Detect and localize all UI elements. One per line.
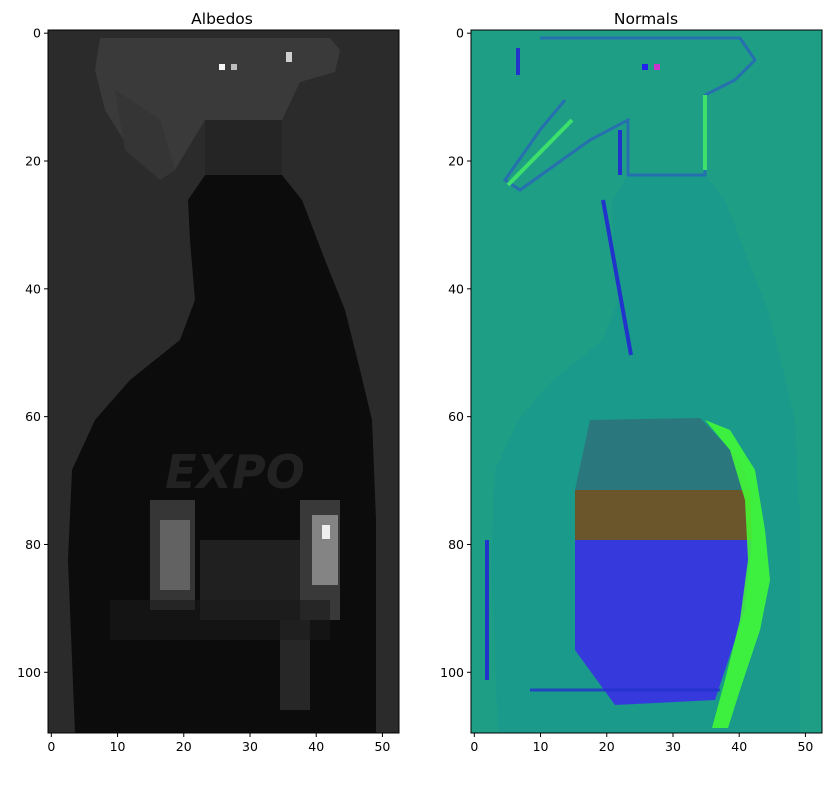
normals-ytick-label: 100 [440, 665, 464, 680]
albedos-expo-text: EXPO [165, 445, 305, 499]
albedos-neck [205, 120, 282, 175]
normals-ytick-label: 60 [448, 409, 464, 424]
albedos-ytick-label: 100 [17, 665, 41, 680]
albedos-title: Albedos [191, 10, 253, 28]
normals-pixel-2 [654, 64, 660, 70]
normals-label-top [575, 490, 752, 540]
albedos-ytick-label: 60 [25, 409, 41, 424]
normals-xtick-label: 30 [665, 739, 681, 754]
albedos-ytick-label: 40 [25, 281, 41, 296]
normals-spray-outline [502, 36, 757, 192]
albedos-specular-1 [219, 64, 225, 70]
albedos-label-texture: EXPO [110, 445, 340, 710]
albedos-xtick-label: 40 [308, 739, 324, 754]
normals-y-axis: 0 20 40 60 80 100 [440, 26, 471, 680]
albedos-y-axis: 0 20 40 60 80 100 [17, 26, 48, 680]
albedos-panel: Albedos EXPO [17, 10, 400, 754]
albedos-trigger [115, 90, 175, 180]
albedos-xtick-label: 20 [176, 739, 192, 754]
albedos-image: EXPO [48, 30, 399, 733]
albedos-xtick-label: 30 [242, 739, 258, 754]
normals-panel: Normals 0 10 20 30 40 50 0 20 40 60 80 100 [440, 10, 823, 754]
albedos-xtick-label: 50 [374, 739, 390, 754]
albedos-specular-3 [286, 52, 292, 62]
normals-label-bottom [575, 540, 752, 705]
albedos-specular-2 [231, 64, 237, 70]
normals-axes-frame [470, 29, 823, 734]
albedos-xtick-label: 10 [110, 739, 126, 754]
normals-title: Normals [614, 10, 678, 28]
normals-bottle-left-edge [601, 199, 633, 356]
normals-xtick-label: 20 [599, 739, 615, 754]
normals-trigger-edge [506, 118, 574, 187]
normals-ytick-label: 0 [456, 26, 464, 41]
normals-image [471, 30, 822, 733]
normals-pixel-1 [642, 64, 648, 70]
albedos-ytick-label: 20 [25, 154, 41, 169]
normals-xtick-label: 40 [731, 739, 747, 754]
albedos-ytick-label: 0 [33, 26, 41, 41]
normals-ytick-label: 40 [448, 281, 464, 296]
normals-ytick-label: 80 [448, 537, 464, 552]
albedos-xtick-label: 0 [47, 739, 55, 754]
albedos-axes-frame [47, 29, 400, 734]
albedos-specular-4 [322, 525, 330, 539]
normals-xtick-label: 10 [533, 739, 549, 754]
albedos-ytick-label: 80 [25, 537, 41, 552]
normals-ytick-label: 20 [448, 154, 464, 169]
normals-xtick-label: 0 [470, 739, 478, 754]
normals-highlight [705, 420, 770, 728]
normals-label-top-mid [575, 418, 750, 490]
albedos-x-axis: 0 10 20 30 40 50 [47, 733, 390, 754]
normals-xtick-label: 50 [797, 739, 813, 754]
normals-x-axis: 0 10 20 30 40 50 [470, 733, 813, 754]
